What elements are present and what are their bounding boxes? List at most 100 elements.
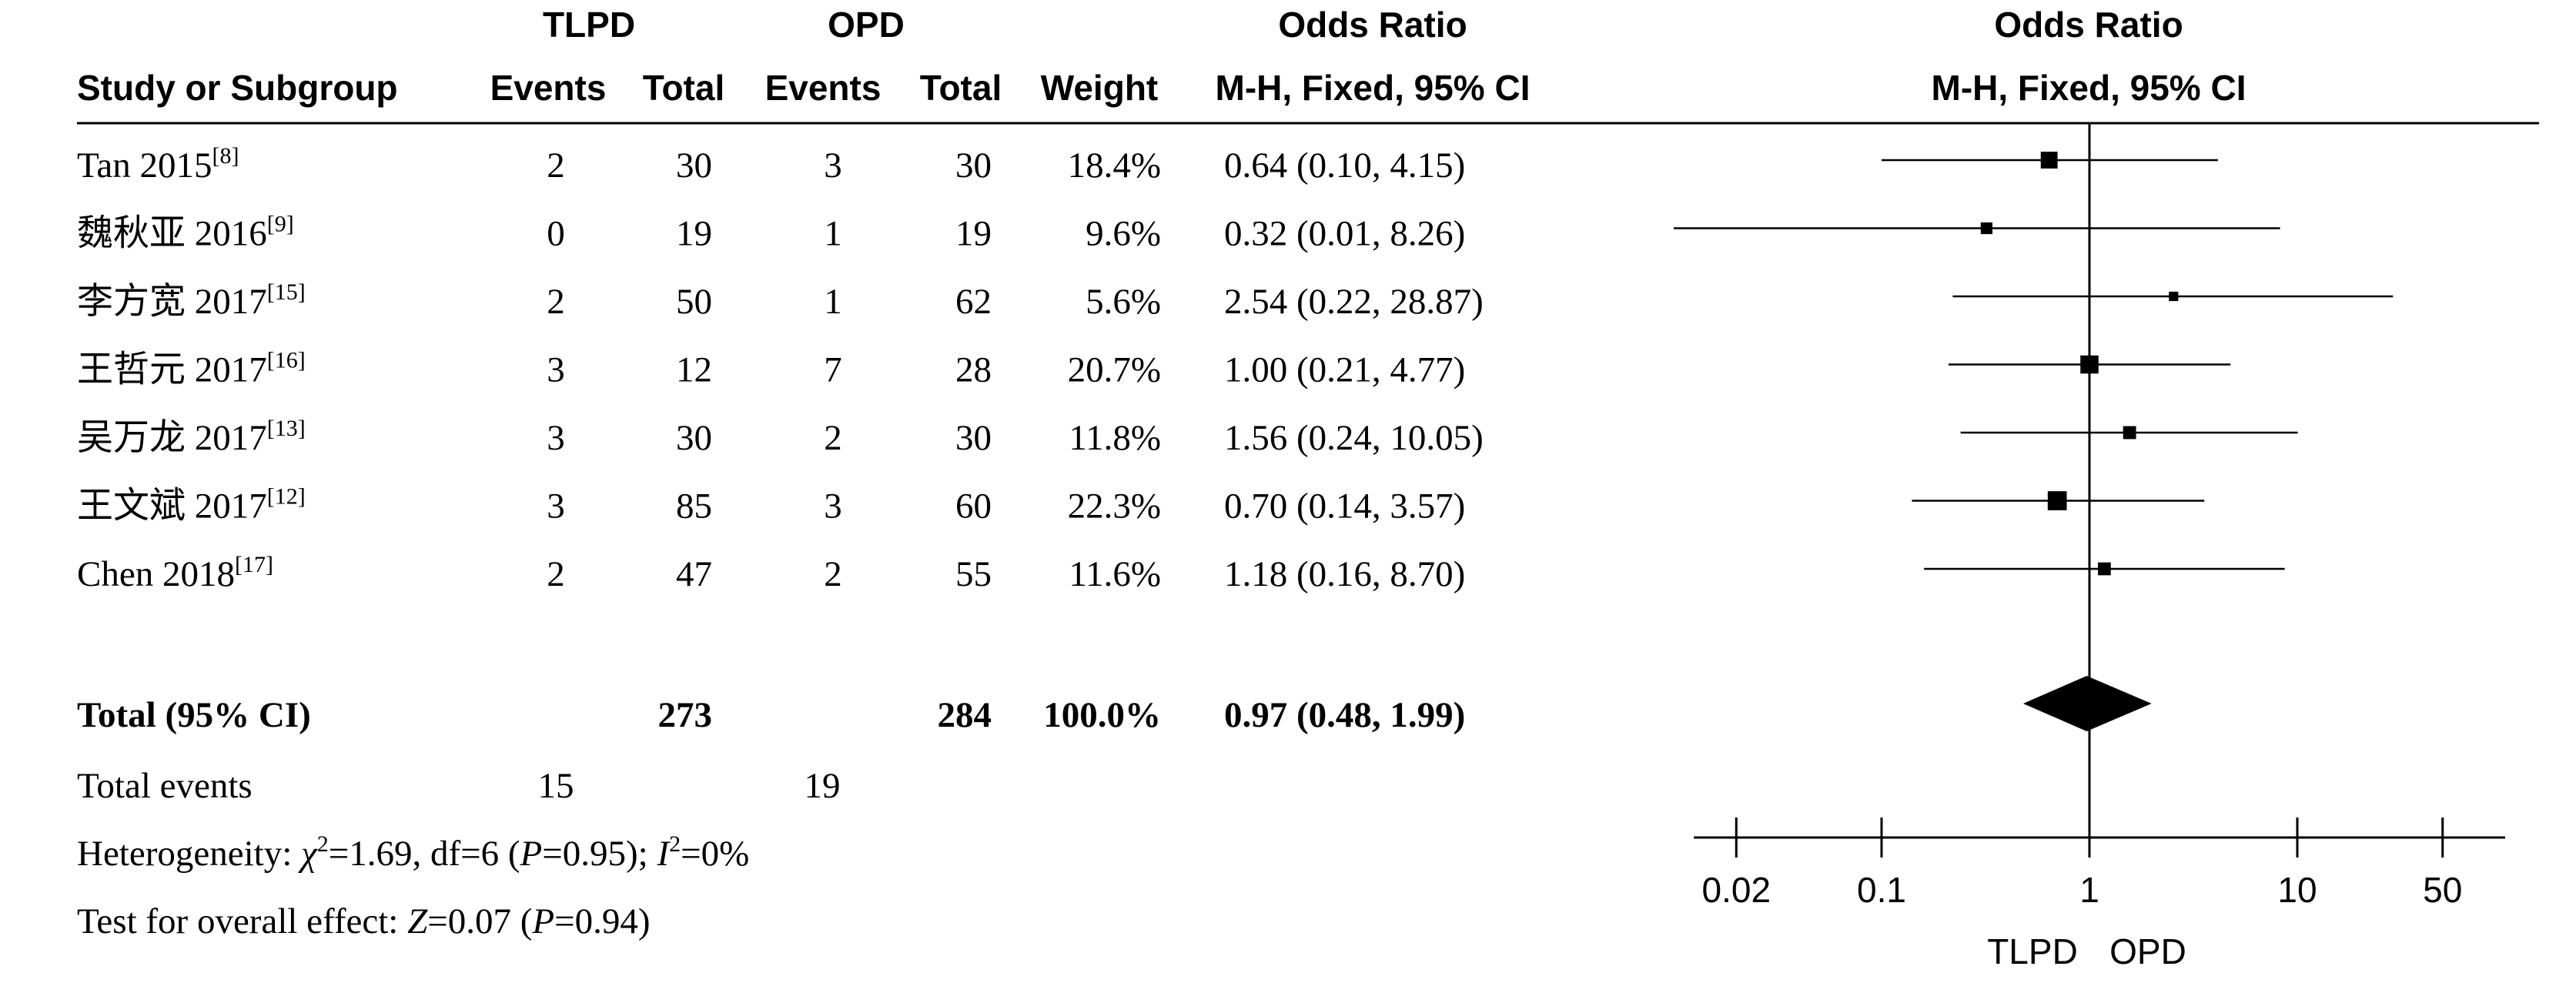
- study-column-header: Study or Subgroup: [77, 68, 398, 108]
- study-name: 李方宽 2017[15]: [77, 279, 306, 322]
- overall-effect-prefix: Test for overall effect:: [77, 901, 407, 941]
- study-name: 王哲元 2017[16]: [77, 348, 306, 390]
- favours-left-label: TLPD: [1987, 931, 2078, 971]
- overall-p-value: =0.94): [554, 901, 650, 941]
- study-events1: 0: [547, 214, 565, 254]
- study-weight: 22.3%: [1068, 486, 1161, 527]
- study-total2: 30: [955, 145, 992, 186]
- study-weight: 5.6%: [1086, 282, 1161, 322]
- study-reference: [16]: [267, 348, 306, 373]
- effect-square-marker: [2123, 426, 2136, 440]
- study-events2: 1: [824, 282, 842, 322]
- x-axis-tick-label: 0.1: [1857, 870, 1906, 910]
- study-total2: 60: [955, 486, 992, 527]
- total-events-group1: 15: [538, 766, 574, 806]
- study-events1: 2: [547, 282, 565, 322]
- overall-effect-text: Test for overall effect: Z=0.07 (P=0.94): [77, 901, 651, 941]
- study-events2: 3: [824, 486, 842, 527]
- study-name: Tan 2015[8]: [77, 143, 239, 186]
- heterogeneity-p-symbol: P: [520, 834, 543, 874]
- total-events-label: Total events: [77, 766, 253, 806]
- events1-column-header: Events: [490, 68, 607, 108]
- study-name-text: 王文斌 2017: [77, 486, 267, 527]
- study-weight: 9.6%: [1086, 214, 1161, 254]
- study-name: 吴万龙 2017[13]: [77, 416, 306, 458]
- study-ci: 1.00 (0.21, 4.77): [1224, 350, 1465, 390]
- total-row-weight: 100.0%: [1043, 695, 1161, 735]
- x-axis-tick-label: 1: [2079, 870, 2099, 910]
- total-row-total1: 273: [658, 695, 713, 735]
- chi-superscript: 2: [317, 831, 329, 857]
- study-weight: 11.8%: [1069, 418, 1161, 458]
- study-events1: 3: [547, 350, 565, 390]
- study-name-text: Tan 2015: [77, 145, 212, 186]
- group2-header: OPD: [828, 5, 905, 45]
- effect-square-marker: [2047, 491, 2067, 510]
- overall-p-symbol: P: [531, 901, 554, 941]
- events2-column-header: Events: [765, 68, 882, 108]
- effect-square-marker: [2169, 291, 2179, 302]
- effect-square-marker: [2098, 562, 2111, 576]
- study-name-text: 李方宽 2017: [77, 282, 267, 322]
- study-name: Chen 2018[17]: [77, 552, 273, 594]
- ci-table-column-header: M-H, Fixed, 95% CI: [1216, 68, 1531, 108]
- x-axis-tick-label: 50: [2423, 870, 2462, 910]
- total-events-group2: 19: [805, 766, 841, 806]
- study-name-text: 魏秋亚 2016: [77, 214, 267, 254]
- study-events1: 2: [547, 145, 565, 186]
- total-effect-diamond: [2022, 676, 2152, 731]
- study-events2: 1: [824, 214, 842, 254]
- study-weight: 18.4%: [1068, 145, 1161, 186]
- study-events1: 3: [547, 486, 565, 527]
- weight-column-header: Weight: [1041, 68, 1158, 108]
- odds-ratio-plot-header: Odds Ratio: [1994, 5, 2183, 45]
- z-symbol: Z: [407, 901, 428, 941]
- study-ci: 1.18 (0.16, 8.70): [1224, 554, 1465, 594]
- study-ci: 1.56 (0.24, 10.05): [1224, 418, 1484, 458]
- effect-square-marker: [2040, 152, 2058, 169]
- study-weight: 11.6%: [1069, 554, 1161, 594]
- study-ci: 2.54 (0.22, 28.87): [1224, 282, 1484, 322]
- study-ci: 0.32 (0.01, 8.26): [1224, 214, 1465, 254]
- study-reference: [9]: [267, 212, 294, 237]
- total-row-ci: 0.97 (0.48, 1.99): [1224, 695, 1465, 735]
- study-name-text: 吴万龙 2017: [77, 418, 267, 458]
- study-events2: 7: [824, 350, 842, 390]
- study-total2: 19: [955, 214, 992, 254]
- z-value: =0.07 (: [427, 901, 532, 941]
- study-events2: 3: [824, 145, 842, 186]
- total-row-label: Total (95% CI): [77, 695, 311, 735]
- study-name: 魏秋亚 2016[9]: [77, 212, 294, 254]
- study-total1: 85: [676, 486, 712, 527]
- study-total1: 30: [676, 145, 712, 186]
- i-squared-value: =0%: [681, 834, 749, 874]
- study-reference: [8]: [212, 143, 239, 169]
- heterogeneity-text: Heterogeneity: χ2=1.69, df=6 (P=0.95); I…: [77, 831, 749, 874]
- study-total1: 30: [676, 418, 712, 458]
- heterogeneity-prefix: Heterogeneity:: [77, 834, 301, 874]
- study-total2: 28: [955, 350, 992, 390]
- total-row-total2: 284: [938, 695, 992, 735]
- study-reference: [15]: [267, 279, 306, 305]
- study-weight: 20.7%: [1068, 350, 1161, 390]
- chi-value: =1.69, df=6 (: [329, 834, 520, 874]
- forest-plot-area: 0.02 0.1 1 10 50: [1674, 123, 2505, 910]
- total1-column-header: Total: [643, 68, 724, 108]
- study-reference: [12]: [267, 484, 306, 510]
- study-total1: 12: [676, 350, 712, 390]
- i-squared-superscript: 2: [669, 831, 681, 857]
- total2-column-header: Total: [920, 68, 1002, 108]
- ci-plot-column-header: M-H, Fixed, 95% CI: [1932, 68, 2246, 108]
- study-total1: 50: [676, 282, 712, 322]
- study-reference: [17]: [235, 552, 273, 577]
- study-ci: 0.64 (0.10, 4.15): [1224, 145, 1465, 186]
- study-total1: 47: [676, 554, 712, 594]
- study-total2: 30: [955, 418, 992, 458]
- x-axis-tick-label: 10: [2277, 870, 2317, 910]
- study-name-text: 王哲元 2017: [77, 350, 267, 390]
- study-events1: 2: [547, 554, 565, 594]
- study-name: 王文斌 2017[12]: [77, 484, 306, 527]
- study-total2: 62: [955, 282, 992, 322]
